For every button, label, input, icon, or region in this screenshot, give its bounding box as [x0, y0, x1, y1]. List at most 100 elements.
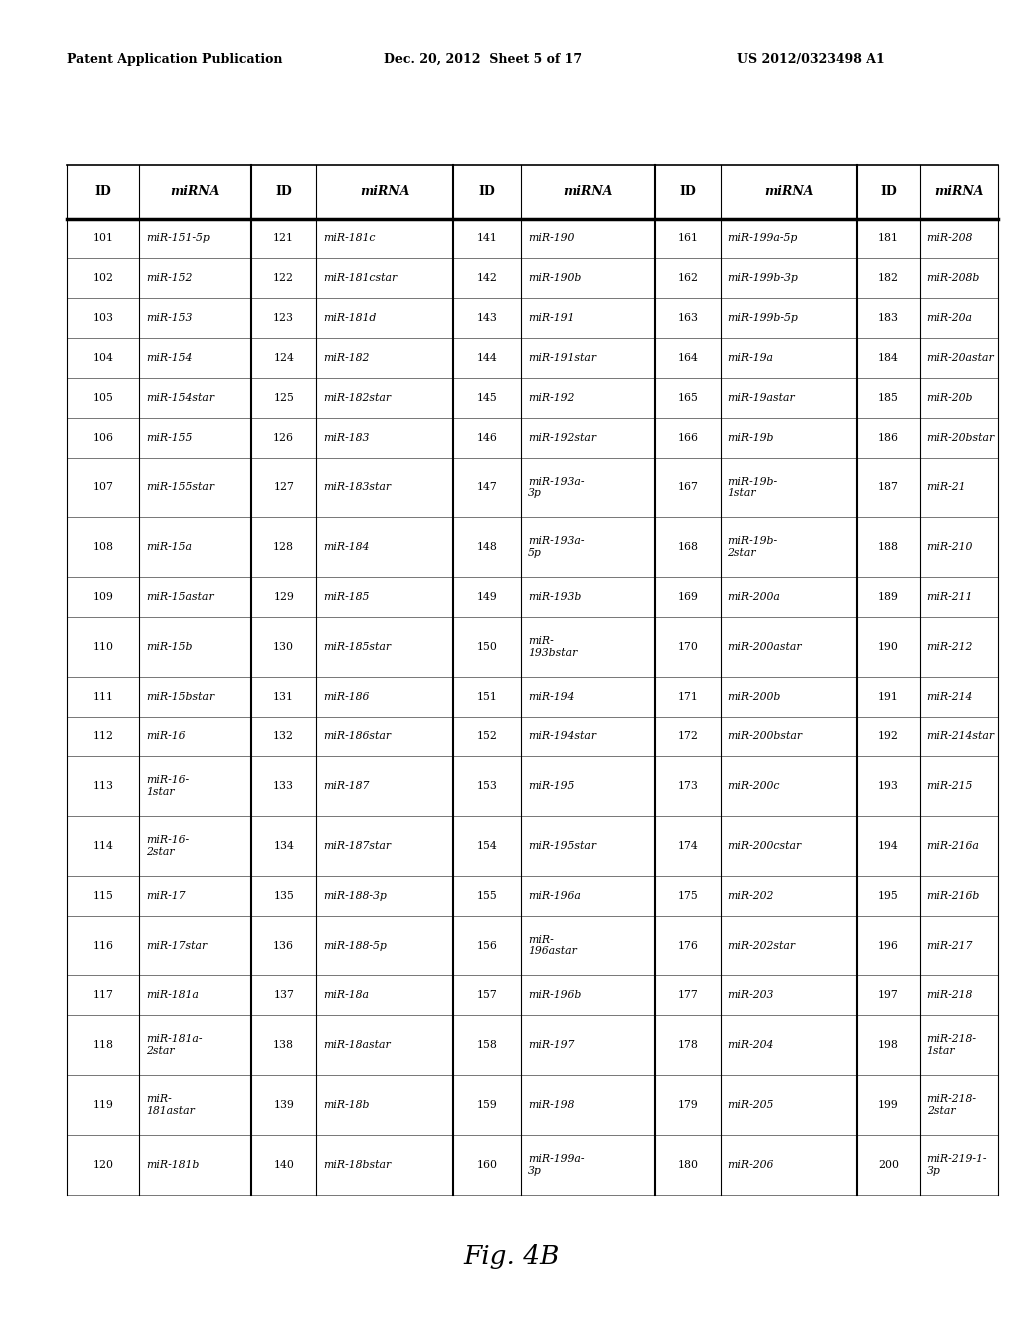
- Text: 145: 145: [477, 393, 498, 403]
- Text: 129: 129: [273, 591, 294, 602]
- Text: miR-200c: miR-200c: [727, 781, 779, 791]
- Text: miR-196b: miR-196b: [527, 990, 582, 1001]
- Text: miRNA: miRNA: [360, 185, 410, 198]
- Text: 186: 186: [878, 433, 899, 442]
- Text: 151: 151: [477, 692, 498, 702]
- Text: miR-19astar: miR-19astar: [727, 393, 795, 403]
- Text: 161: 161: [678, 234, 698, 243]
- Text: 102: 102: [92, 273, 114, 284]
- Text: miR-181a: miR-181a: [145, 990, 199, 1001]
- Text: miR-204: miR-204: [727, 1040, 773, 1051]
- Text: miRNA: miRNA: [563, 185, 613, 198]
- Text: miR-192: miR-192: [527, 393, 574, 403]
- Text: 193: 193: [878, 781, 899, 791]
- Text: miR-19b: miR-19b: [727, 433, 774, 442]
- Text: 105: 105: [92, 393, 114, 403]
- Text: 189: 189: [878, 591, 899, 602]
- Text: 172: 172: [678, 731, 698, 742]
- Text: 120: 120: [92, 1160, 114, 1170]
- Text: miR-16: miR-16: [145, 731, 185, 742]
- Text: miR-200a: miR-200a: [727, 591, 780, 602]
- Text: miR-193b: miR-193b: [527, 591, 582, 602]
- Text: 196: 196: [878, 941, 899, 950]
- Text: miR-18bstar: miR-18bstar: [323, 1160, 391, 1170]
- Text: miR-184: miR-184: [323, 543, 370, 552]
- Text: 119: 119: [92, 1100, 114, 1110]
- Text: miR-155star: miR-155star: [145, 482, 214, 492]
- Text: miR-208b: miR-208b: [927, 273, 980, 284]
- Text: 141: 141: [477, 234, 498, 243]
- Text: 170: 170: [678, 642, 698, 652]
- Text: miR-214: miR-214: [927, 692, 973, 702]
- Text: 134: 134: [273, 841, 294, 851]
- Text: miR-19b-
1star: miR-19b- 1star: [727, 477, 777, 498]
- Text: miR-205: miR-205: [727, 1100, 773, 1110]
- Text: miR-185: miR-185: [323, 591, 370, 602]
- Text: miR-182star: miR-182star: [323, 393, 391, 403]
- Text: 198: 198: [878, 1040, 899, 1051]
- Text: 173: 173: [678, 781, 698, 791]
- Text: 187: 187: [878, 482, 899, 492]
- Text: 149: 149: [477, 591, 498, 602]
- Text: miR-193a-
5p: miR-193a- 5p: [527, 536, 585, 558]
- Text: 113: 113: [92, 781, 114, 791]
- Text: miR-200cstar: miR-200cstar: [727, 841, 802, 851]
- Text: 136: 136: [273, 941, 294, 950]
- Text: 108: 108: [92, 543, 114, 552]
- Text: 117: 117: [92, 990, 114, 1001]
- Text: 147: 147: [477, 482, 498, 492]
- Text: 138: 138: [273, 1040, 294, 1051]
- Text: miR-
196astar: miR- 196astar: [527, 935, 577, 957]
- Text: miR-200b: miR-200b: [727, 692, 780, 702]
- Text: miR-216a: miR-216a: [927, 841, 980, 851]
- Text: miR-199b-5p: miR-199b-5p: [727, 313, 798, 323]
- Text: miR-
181astar: miR- 181astar: [145, 1094, 195, 1115]
- Text: miR-17: miR-17: [145, 891, 185, 900]
- Text: miR-190b: miR-190b: [527, 273, 582, 284]
- Text: 181: 181: [878, 234, 899, 243]
- Text: 122: 122: [273, 273, 294, 284]
- Text: 107: 107: [92, 482, 114, 492]
- Text: 177: 177: [678, 990, 698, 1001]
- Text: miR-190: miR-190: [527, 234, 574, 243]
- Text: 169: 169: [678, 591, 698, 602]
- Text: 163: 163: [678, 313, 698, 323]
- Text: miR-199a-5p: miR-199a-5p: [727, 234, 798, 243]
- Text: miR-194star: miR-194star: [527, 731, 596, 742]
- Text: miR-202: miR-202: [727, 891, 773, 900]
- Text: miR-188-5p: miR-188-5p: [323, 941, 387, 950]
- Text: miRNA: miRNA: [764, 185, 813, 198]
- Text: US 2012/0323498 A1: US 2012/0323498 A1: [737, 53, 885, 66]
- Text: miR-21: miR-21: [927, 482, 967, 492]
- Text: miR-152: miR-152: [145, 273, 193, 284]
- Text: 116: 116: [92, 941, 114, 950]
- Text: miRNA: miRNA: [170, 185, 220, 198]
- Text: miR-186star: miR-186star: [323, 731, 391, 742]
- Text: miR-183star: miR-183star: [323, 482, 391, 492]
- Text: 190: 190: [878, 642, 899, 652]
- Text: 150: 150: [477, 642, 498, 652]
- Text: 159: 159: [477, 1100, 498, 1110]
- Text: ID: ID: [479, 185, 496, 198]
- Text: miR-16-
1star: miR-16- 1star: [145, 775, 188, 797]
- Text: 168: 168: [678, 543, 698, 552]
- Text: 157: 157: [477, 990, 498, 1001]
- Text: Fig. 4B: Fig. 4B: [464, 1245, 560, 1269]
- Text: 115: 115: [92, 891, 114, 900]
- Text: miR-181c: miR-181c: [323, 234, 376, 243]
- Text: 171: 171: [678, 692, 698, 702]
- Text: 152: 152: [477, 731, 498, 742]
- Text: 133: 133: [273, 781, 294, 791]
- Text: miR-181d: miR-181d: [323, 313, 376, 323]
- Text: miR-218-
2star: miR-218- 2star: [927, 1094, 977, 1115]
- Text: miR-193a-
3p: miR-193a- 3p: [527, 477, 585, 498]
- Text: 160: 160: [477, 1160, 498, 1170]
- Text: miR-216b: miR-216b: [927, 891, 980, 900]
- Text: 135: 135: [273, 891, 294, 900]
- Text: 121: 121: [273, 234, 294, 243]
- Text: miR-210: miR-210: [927, 543, 973, 552]
- Text: 155: 155: [477, 891, 498, 900]
- Text: miR-194: miR-194: [527, 692, 574, 702]
- Text: miR-200bstar: miR-200bstar: [727, 731, 803, 742]
- Text: miR-181b: miR-181b: [145, 1160, 199, 1170]
